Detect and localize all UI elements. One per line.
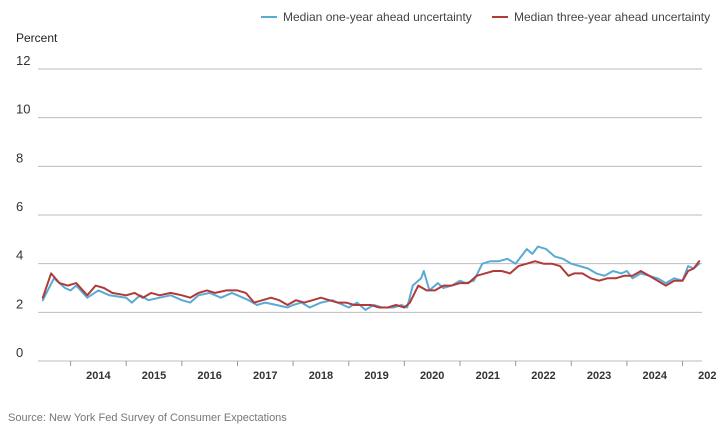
legend-label-three-year: Median three-year ahead uncertainty	[514, 10, 710, 24]
x-tick-label-2025: 2025	[698, 370, 716, 382]
y-axis-label: Percent	[16, 31, 58, 45]
series-line-three-year	[41, 260, 701, 309]
y-tick-label-6: 6	[16, 199, 23, 214]
x-tick-label-2016: 2016	[197, 370, 221, 382]
y-tick-label-4: 4	[16, 248, 23, 263]
series-lines	[41, 245, 701, 311]
x-tick-label-2018: 2018	[309, 370, 333, 382]
y-tick-label-2: 2	[16, 296, 23, 311]
y-tick-label-8: 8	[16, 150, 23, 165]
legend-label-one-year: Median one-year ahead uncertainty	[283, 10, 472, 24]
source-note: Source: New York Fed Survey of Consumer …	[8, 412, 287, 424]
series-line-one-year	[41, 245, 701, 311]
x-tick-label-2014: 2014	[86, 370, 111, 382]
x-tick-label-2022: 2022	[531, 370, 555, 382]
x-tick-label-2023: 2023	[587, 370, 611, 382]
x-tick-label-2024: 2024	[642, 370, 667, 382]
x-tick-label-2015: 2015	[142, 370, 166, 382]
y-tick-label-0: 0	[16, 345, 23, 360]
x-tick-label-2017: 2017	[253, 370, 277, 382]
y-tick-label-12: 12	[16, 53, 30, 68]
gridlines	[38, 68, 702, 362]
legend: Median one-year ahead uncertainty Median…	[261, 10, 710, 24]
x-tick-label-2019: 2019	[364, 370, 388, 382]
x-tick-label-2021: 2021	[476, 370, 500, 382]
x-axis-ticks: 2014 2015 2016 2017 2018 2019 2020 2021 2022 2023…	[70, 361, 716, 382]
y-axis-ticks: 0 2 4 6 8 10 12	[16, 53, 30, 360]
x-tick-label-2020: 2020	[420, 370, 444, 382]
y-tick-label-10: 10	[16, 102, 30, 117]
